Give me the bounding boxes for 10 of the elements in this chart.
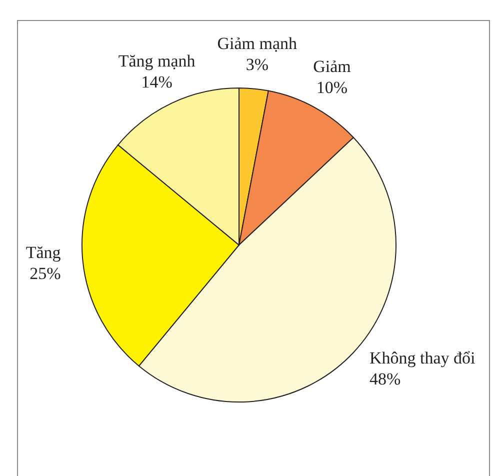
data-label: 3% [246,54,268,74]
slice-label: Không thay đổi [369,348,476,368]
data-label: 10% [316,78,348,97]
slice-label: Tăng mạnh [118,51,196,70]
slice-label: Tăng [26,242,62,262]
slice-label: Giảm [313,56,351,76]
data-label: 14% [141,72,172,92]
data-label: 25% [30,264,61,283]
slice-label: Giảm mạnh [217,34,298,53]
data-label: 48% [369,370,401,389]
